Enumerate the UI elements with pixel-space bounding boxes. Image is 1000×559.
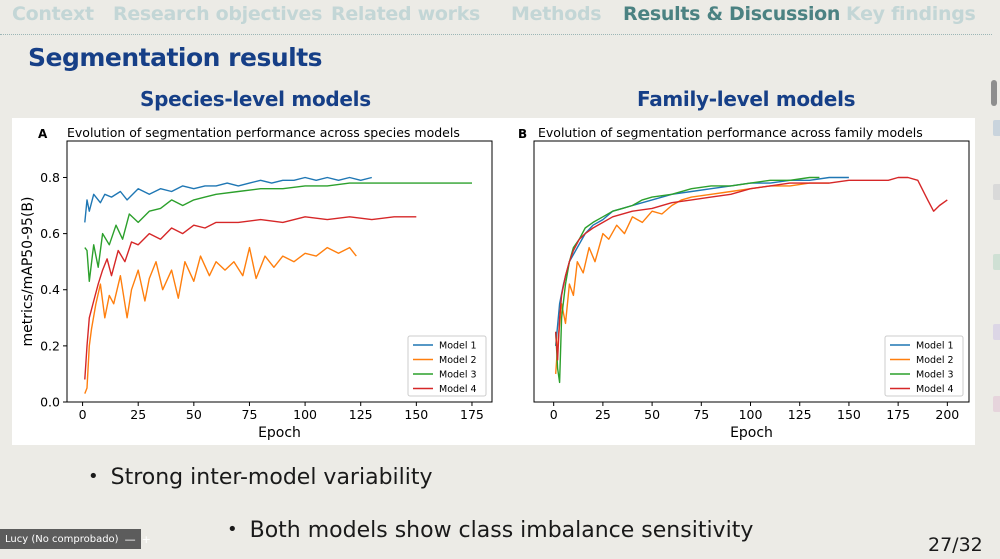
legend-label: Model 2 — [439, 355, 477, 366]
family-panel-title: Family-level models — [637, 87, 856, 111]
plot-frame — [66, 140, 493, 403]
edge-tab-marker — [993, 120, 1000, 136]
x-tick-label: 175 — [886, 407, 910, 422]
legend-label: Model 4 — [916, 384, 954, 395]
series-line-model-2 — [555, 182, 830, 374]
y-tick-label: 0.2 — [40, 338, 60, 353]
legend-label: Model 3 — [916, 370, 954, 381]
x-tick-label: 200 — [935, 407, 959, 422]
nav-item-methods[interactable]: Methods — [511, 3, 602, 25]
section-nav: Context Research objectives Related work… — [0, 0, 1000, 34]
series-line-model-4 — [555, 176, 948, 361]
nav-item-key-findings[interactable]: Key findings — [846, 3, 976, 25]
minimize-button[interactable]: — — [124, 532, 136, 546]
slide-title: Segmentation results — [28, 43, 323, 72]
legend-label: Model 1 — [439, 341, 477, 352]
series-line-model-1 — [555, 176, 849, 346]
x-tick-label: 100 — [739, 407, 763, 422]
bullet-item: • Strong inter-model variability — [88, 465, 433, 490]
y-tick-label: 0.4 — [40, 282, 60, 297]
nav-item-context[interactable]: Context — [12, 3, 94, 25]
y-axis-label: metrics/mAP50-95(B) — [20, 197, 36, 347]
series-line-model-1 — [84, 176, 372, 223]
bullet-text: Strong inter-model variability — [110, 465, 433, 490]
charts-svg: A Evolution of segmentation performance a… — [20, 125, 970, 441]
legend-label: Model 3 — [439, 370, 477, 381]
x-axis-label: Epoch — [730, 425, 773, 441]
edge-tab-marker — [993, 254, 1000, 270]
x-tick-label: 25 — [130, 407, 146, 422]
edge-tab-marker — [993, 396, 1000, 412]
series-line-model-3 — [84, 182, 472, 283]
series-line-model-3 — [555, 176, 820, 384]
edge-tab-marker — [993, 184, 1000, 200]
x-tick-label: 125 — [788, 407, 812, 422]
x-axis-label: Epoch — [258, 425, 301, 441]
nav-item-related-works[interactable]: Related works — [331, 3, 481, 25]
plot-frame — [533, 140, 970, 403]
bullet-dot: • — [88, 466, 99, 487]
right-edge-strip — [991, 36, 1000, 526]
species-panel-title: Species-level models — [140, 87, 371, 111]
y-tick-label: 0.0 — [40, 395, 60, 410]
x-tick-label: 125 — [349, 407, 373, 422]
x-tick-label: 50 — [644, 407, 660, 422]
legend-label: Model 1 — [916, 341, 954, 352]
chart-title: Evolution of segmentation performance ac… — [67, 125, 460, 140]
legend-box — [407, 335, 487, 397]
x-tick-label: 50 — [186, 407, 202, 422]
nav-item-results-discussion[interactable]: Results & Discussion — [623, 3, 841, 25]
series-line-model-2 — [84, 246, 357, 394]
panel-letter: A — [38, 127, 48, 141]
legend-box — [884, 335, 964, 397]
nav-item-research-objectives[interactable]: Research objectives — [113, 3, 323, 25]
x-tick-label: 25 — [595, 407, 611, 422]
x-tick-label: 100 — [293, 407, 317, 422]
bullet-text: Both models show class imbalance sensiti… — [249, 518, 754, 543]
legend-label: Model 4 — [439, 384, 477, 395]
page-number: 27/32 — [928, 534, 983, 556]
x-tick-label: 150 — [404, 407, 428, 422]
add-button[interactable]: + — [141, 532, 151, 546]
legend-label: Model 2 — [916, 355, 954, 366]
x-tick-label: 75 — [693, 407, 709, 422]
x-tick-label: 75 — [242, 407, 258, 422]
bullet-dot: • — [227, 519, 238, 540]
x-tick-label: 150 — [837, 407, 861, 422]
video-participant-label: Lucy (No comprobado) — + — [0, 529, 151, 549]
series-line-model-4 — [84, 216, 417, 380]
nav-divider — [0, 34, 992, 35]
x-tick-label: 0 — [550, 407, 558, 422]
chart-title: Evolution of segmentation performance ac… — [538, 125, 923, 140]
x-tick-label: 175 — [460, 407, 484, 422]
edge-tab-marker — [993, 324, 1000, 340]
x-tick-label: 0 — [79, 407, 87, 422]
panel-letter: B — [518, 127, 527, 141]
scrollbar-thumb[interactable] — [991, 80, 997, 106]
y-tick-label: 0.8 — [40, 170, 60, 185]
y-tick-label: 0.6 — [40, 226, 60, 241]
bullet-item: • Both models show class imbalance sensit… — [227, 518, 753, 543]
charts-figure: A Evolution of segmentation performance a… — [12, 118, 975, 445]
participant-name: Lucy (No comprobado) — [5, 533, 119, 545]
